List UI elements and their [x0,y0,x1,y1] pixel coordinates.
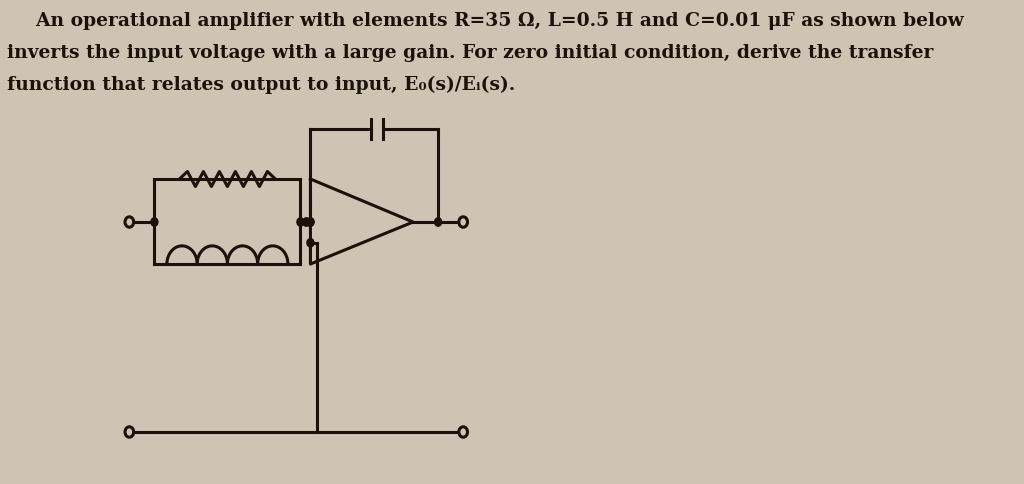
Text: An operational amplifier with elements R=35 Ω, L=0.5 H and C=0.01 μF as shown be: An operational amplifier with elements R… [10,12,964,30]
Circle shape [151,218,158,226]
Circle shape [303,218,310,226]
Text: inverts the input voltage with a large gain. For zero initial condition, derive : inverts the input voltage with a large g… [7,44,933,62]
Circle shape [434,218,441,226]
Circle shape [307,218,314,226]
Circle shape [297,218,304,226]
Circle shape [307,218,314,226]
Text: function that relates output to input, E₀(s)/Eᵢ(s).: function that relates output to input, E… [7,76,515,94]
Circle shape [307,239,314,247]
